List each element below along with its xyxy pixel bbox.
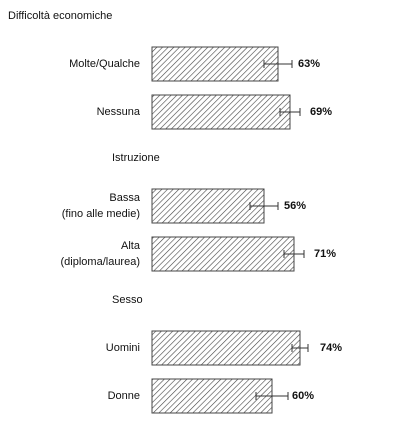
bar: [151, 94, 291, 130]
category-label: Molte/Qualche: [69, 58, 140, 70]
value-label: 74%: [320, 342, 342, 354]
category-label: Uomini: [106, 342, 140, 354]
category-label: (diploma/laurea): [61, 256, 140, 268]
bar: [151, 46, 279, 82]
group-title: Istruzione: [112, 152, 160, 164]
value-label: 69%: [310, 106, 332, 118]
category-label: Donne: [108, 390, 140, 402]
bar: [151, 330, 301, 366]
group-title: Difficoltà economiche: [8, 10, 112, 22]
category-label: (fino alle medie): [62, 208, 140, 220]
value-label: 56%: [284, 200, 306, 212]
group-title: Sesso: [112, 294, 143, 306]
bar: [151, 378, 273, 414]
bar: [151, 188, 265, 224]
bar: [151, 236, 295, 272]
category-label: Nessuna: [97, 106, 141, 118]
category-label: Bassa: [109, 192, 140, 204]
value-label: 60%: [292, 390, 314, 402]
category-label: Alta: [121, 240, 141, 252]
value-label: 71%: [314, 248, 336, 260]
value-label: 63%: [298, 58, 320, 70]
